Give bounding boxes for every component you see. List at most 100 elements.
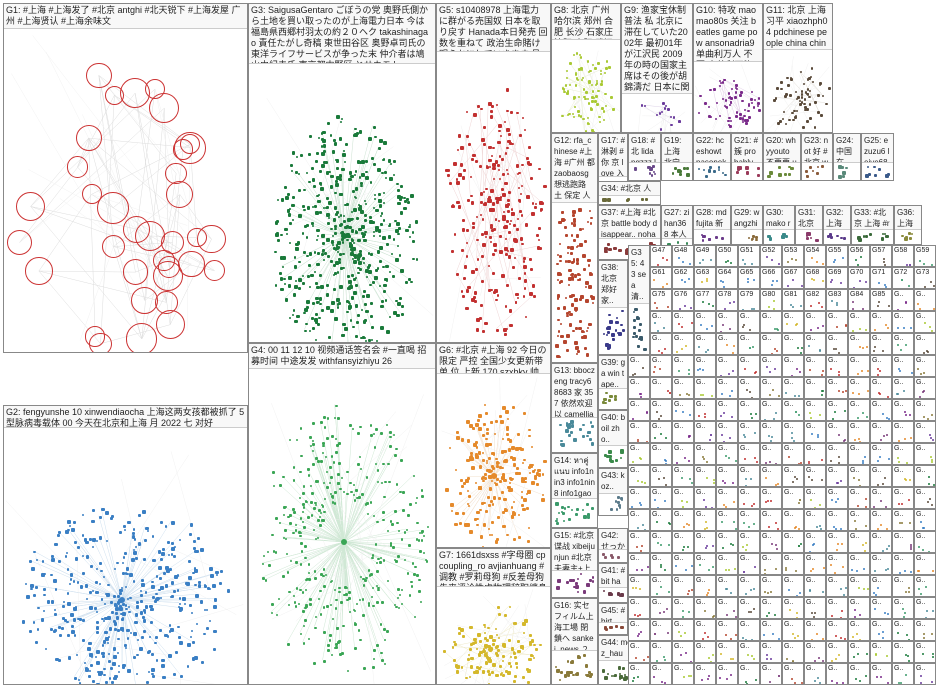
- tiny-group-label: G..: [762, 312, 780, 321]
- tiny-group-label: G..: [828, 510, 846, 519]
- graph-node: [512, 266, 515, 269]
- graph-node: [333, 218, 337, 222]
- graph-node: [486, 428, 489, 431]
- graph-node: [532, 470, 535, 473]
- graph-node: [615, 321, 619, 325]
- tiny-group-panel: G..: [804, 355, 826, 377]
- graph-node: [920, 521, 922, 523]
- graph-node: [349, 424, 351, 426]
- group-header: G8: 北京 广州 哈尔滨 郑州 合肥 长沙 石家庄 沈阳 贵阳 武汉 唱歌 西…: [552, 4, 620, 40]
- graph-node: [350, 218, 353, 221]
- graph-node: [880, 524, 882, 526]
- graph-node: [495, 674, 499, 678]
- graph-node: [319, 274, 322, 277]
- graph-node: [490, 289, 493, 292]
- tiny-group-panel: G59: [914, 245, 936, 267]
- graph-node: [323, 482, 325, 484]
- graph-node: [496, 538, 499, 541]
- group-header: G41: #bit hap..: [599, 564, 627, 588]
- tiny-group-label: G..: [740, 400, 758, 409]
- graph-node: [194, 567, 196, 569]
- graph-node: [734, 568, 736, 570]
- graph-node: [526, 668, 529, 671]
- graph-node: [566, 70, 568, 72]
- tiny-group-panel: G..: [804, 641, 826, 663]
- graph-node: [798, 395, 800, 397]
- graph-node: [22, 621, 26, 625]
- graph-node: [923, 527, 925, 529]
- graph-node: [374, 198, 376, 200]
- graph-node: [388, 235, 392, 239]
- tiny-group-panel: G..: [694, 399, 716, 421]
- graph-node: [385, 177, 388, 180]
- graph-node: [362, 578, 365, 581]
- graph-node: [35, 586, 38, 589]
- graph-node: [701, 281, 703, 283]
- tiny-group-label: G62: [674, 268, 692, 277]
- graph-node: [320, 285, 323, 288]
- graph-node: [107, 584, 110, 587]
- graph-node: [706, 527, 708, 529]
- graph-node: [508, 231, 511, 234]
- graph-node: [456, 436, 459, 439]
- graph-node: [485, 438, 488, 441]
- graph-node: [864, 550, 866, 552]
- graph-node: [540, 209, 542, 211]
- graph-node: [359, 205, 362, 208]
- graph-node: [300, 542, 303, 545]
- graph-node: [787, 261, 789, 263]
- graph-node: [400, 269, 403, 272]
- graph-node: [836, 326, 838, 328]
- group-header: G14: หาคู่ แนบ info1nin3 info1nin8 info1…: [552, 454, 597, 499]
- graph-node: [592, 64, 595, 67]
- graph-node: [123, 556, 125, 558]
- graph-node: [579, 274, 581, 276]
- graph-node: [748, 237, 750, 239]
- graph-node: [346, 203, 349, 206]
- graph-node: [322, 242, 325, 245]
- graph-node: [294, 320, 298, 324]
- graph-node: [77, 581, 79, 583]
- graph-node: [504, 182, 508, 186]
- graph-node: [127, 598, 130, 601]
- graph-node: [852, 330, 854, 332]
- graph-node: [800, 462, 802, 464]
- graph-node: [502, 173, 504, 175]
- graph-node: [801, 285, 803, 287]
- tiny-group-panel: G..: [694, 311, 716, 333]
- graph-node: [583, 515, 587, 519]
- tiny-group-panel: G..: [760, 333, 782, 355]
- tiny-group-panel: G..: [672, 443, 694, 465]
- graph-node: [42, 560, 44, 562]
- tiny-group-panel: G..: [628, 355, 650, 377]
- graph-node: [578, 114, 581, 117]
- tiny-group-panel: G..: [826, 311, 848, 333]
- graph-node: [41, 573, 44, 576]
- graph-node: [680, 654, 682, 656]
- graph-node: [503, 211, 505, 213]
- graph-node: [292, 219, 294, 221]
- graph-node: [383, 202, 386, 205]
- graph-node: [611, 333, 615, 337]
- graph-node: [108, 636, 110, 638]
- graph-node: [501, 188, 504, 191]
- graph-node: [840, 528, 842, 530]
- graph-node: [882, 350, 884, 352]
- graph-node: [776, 87, 779, 90]
- graph-node: [748, 116, 751, 119]
- graph-node: [588, 285, 591, 288]
- graph-node: [725, 634, 727, 636]
- graph-node: [167, 541, 170, 544]
- graph-node: [197, 537, 200, 540]
- graph-node: [821, 479, 823, 481]
- graph-node: [322, 505, 325, 508]
- group-header: G12: rfa_chinese #上海 #广州 都 zaobaosg 想逃跑路…: [552, 134, 597, 203]
- graph-node: [418, 590, 421, 593]
- group-panel-g14: G14: หาคู่ แนบ info1nin3 info1nin8 info1…: [551, 453, 598, 528]
- graph-node: [830, 236, 833, 239]
- graph-node: [495, 628, 497, 630]
- graph-node: [298, 531, 301, 534]
- graph-node: [611, 556, 614, 559]
- graph-node: [371, 326, 374, 329]
- graph-node: [497, 141, 500, 144]
